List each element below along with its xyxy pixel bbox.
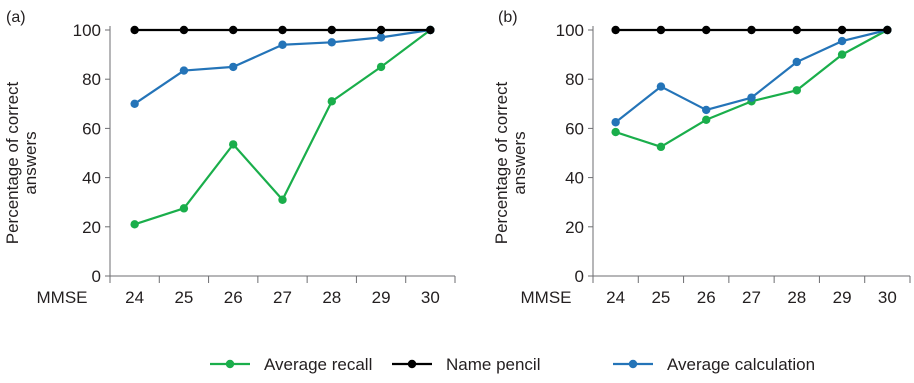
data-point-average-calculation	[130, 99, 139, 109]
data-point-average-calculation	[656, 82, 666, 91]
y-tick-label: 60	[82, 119, 101, 138]
data-point-name-pencil	[327, 25, 336, 35]
data-point-average-recall	[611, 127, 620, 137]
x-tick-label: 30	[878, 288, 897, 307]
panel-label: (a)	[6, 9, 26, 26]
series-line-average-calculation	[614, 28, 888, 124]
x-tick-label: 28	[322, 288, 341, 307]
x-tick-label: 30	[421, 288, 440, 307]
legend-label-name-pencil: Name pencil	[446, 355, 541, 374]
legend-label-average-recall: Average recall	[264, 355, 372, 374]
data-point-name-pencil	[426, 25, 435, 35]
data-point-average-calculation	[327, 38, 336, 47]
data-point-average-calculation	[179, 66, 189, 75]
y-axis-title: Percentage of correct	[492, 81, 511, 244]
data-point-name-pencil	[376, 25, 386, 35]
x-tick-label: 27	[273, 288, 292, 307]
x-tick-label: 27	[742, 288, 761, 307]
legend: Average recall Name pencil Average calcula…	[210, 355, 815, 374]
x-tick-label: 28	[787, 288, 806, 307]
legend-swatch-marker-average-recall	[225, 359, 235, 369]
data-point-average-calculation	[702, 105, 711, 115]
y-tick-label: 40	[565, 169, 584, 188]
data-point-name-pencil	[883, 25, 892, 35]
series-line-average-recall	[615, 29, 888, 148]
data-point-name-pencil	[747, 25, 756, 35]
y-axis-title: answers	[21, 131, 40, 194]
data-point-name-pencil	[179, 25, 189, 35]
data-point-average-recall	[327, 97, 336, 106]
data-point-average-calculation	[611, 118, 620, 127]
x-tick-label: 29	[833, 288, 852, 307]
x-tick-label: 26	[697, 288, 716, 307]
data-point-average-recall	[130, 220, 139, 229]
y-tick-label: 80	[565, 70, 584, 89]
data-point-average-calculation	[376, 33, 386, 42]
data-point-average-calculation	[278, 40, 287, 49]
data-point-name-pencil	[278, 25, 287, 35]
y-axis-title: answers	[510, 131, 529, 194]
x-axis-title: MMSE	[37, 288, 88, 307]
y-tick-label: 80	[82, 70, 101, 89]
data-point-name-pencil	[702, 25, 711, 35]
data-point-average-recall	[376, 62, 386, 72]
y-tick-label: 100	[556, 21, 584, 40]
data-point-name-pencil	[792, 25, 801, 35]
data-point-average-recall	[702, 115, 711, 124]
y-tick-label: 60	[565, 119, 584, 138]
y-tick-label: 20	[82, 218, 101, 237]
legend-swatch-marker-name-pencil	[407, 359, 417, 369]
data-point-name-pencil	[837, 25, 847, 35]
y-tick-label: 100	[73, 21, 101, 40]
data-point-average-recall	[837, 50, 847, 59]
y-tick-label: 40	[82, 169, 101, 188]
x-tick-label: 26	[224, 288, 243, 307]
x-tick-label: 24	[125, 288, 144, 307]
y-tick-label: 0	[92, 267, 101, 286]
chart-panel-b: 0 20 40 60 80 100 24 25 26 27 28 29 30 MMSE Percentage…	[492, 9, 911, 307]
y-tick-label: 20	[565, 218, 584, 237]
y-tick-label: 0	[575, 267, 584, 286]
chart-panel-a: 0 20 40 60 80 100 24 25 26 27 28 29 30 MMSE Percentage…	[3, 9, 456, 307]
data-point-average-calculation	[229, 62, 238, 72]
data-point-average-calculation	[747, 93, 756, 102]
data-point-name-pencil	[130, 25, 139, 35]
legend-label-average-calculation: Average calculation	[667, 355, 815, 374]
data-point-name-pencil	[656, 25, 666, 35]
data-point-average-recall	[656, 142, 666, 152]
data-point-average-calculation	[792, 57, 801, 67]
data-point-average-recall	[229, 140, 238, 149]
data-point-name-pencil	[229, 25, 238, 35]
data-point-average-recall	[179, 204, 189, 213]
x-tick-label: 29	[372, 288, 391, 307]
data-point-average-recall	[278, 195, 287, 204]
legend-swatch-marker-average-calculation	[628, 359, 638, 369]
y-axis-title: Percentage of correct	[3, 81, 22, 244]
data-point-average-recall	[792, 86, 801, 95]
x-tick-label: 25	[651, 288, 670, 307]
panel-label: (b)	[498, 9, 518, 26]
x-axis-title: MMSE	[521, 288, 572, 307]
x-tick-label: 24	[606, 288, 625, 307]
x-tick-label: 25	[174, 288, 193, 307]
series-line-average-recall	[134, 29, 432, 226]
data-point-name-pencil	[611, 25, 620, 35]
data-point-average-calculation	[837, 36, 847, 46]
